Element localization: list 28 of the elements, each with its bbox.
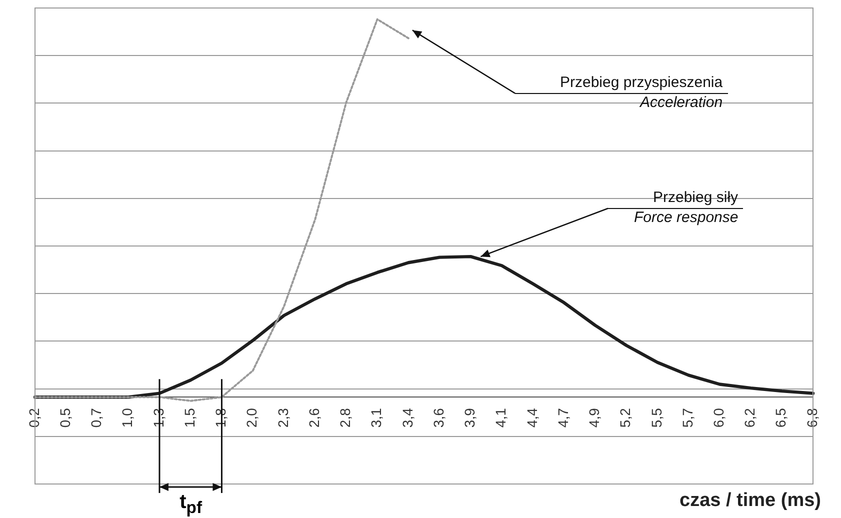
x-tick-label: 4,9 [586,408,602,428]
x-tick-label: 6,5 [772,408,789,428]
x-tick-label: 0,7 [88,408,104,428]
x-tick-label: 3,9 [462,408,478,428]
x-axis-title: czas / time (ms) [680,490,821,512]
x-tick-label: 4,1 [492,408,509,428]
x-tick-label: 5,7 [679,408,696,428]
x-tick-label: 3,1 [368,408,384,428]
x-tick-label: 3,6 [430,408,446,428]
x-tick-label: 4,7 [554,408,571,428]
x-tick-label: 2,0 [244,408,260,428]
x-tick-label: 2,6 [306,408,322,428]
x-tick-label: 5,5 [648,408,664,428]
x-tick-label: 2,3 [274,408,291,428]
annotation: Acceleration [640,94,723,112]
annotation: Przebieg siły [653,189,738,206]
x-tick-label: 1,5 [181,408,198,428]
x-tick-label: 1,0 [119,408,136,428]
annotation: Przebieg przyspieszenia [560,74,723,92]
x-tick-label: 0,5 [56,408,73,428]
x-tick-label: 5,2 [617,408,634,428]
x-tick-label: 6,2 [742,408,758,428]
x-tick-label: 3,4 [399,408,416,428]
x-tick-label: 4,4 [524,408,540,428]
x-tick-label: 6,0 [710,408,726,428]
x-tick-label: 2,8 [337,408,354,428]
annotation: Force response [634,209,738,226]
text: t$_{pf}$ [180,491,202,518]
